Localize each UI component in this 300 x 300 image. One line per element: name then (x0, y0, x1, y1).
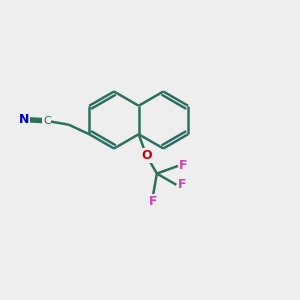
Text: F: F (149, 195, 157, 208)
Text: F: F (178, 178, 186, 191)
Text: N: N (19, 113, 29, 126)
Text: O: O (141, 149, 152, 162)
Text: F: F (179, 159, 188, 172)
Text: C: C (43, 116, 51, 126)
